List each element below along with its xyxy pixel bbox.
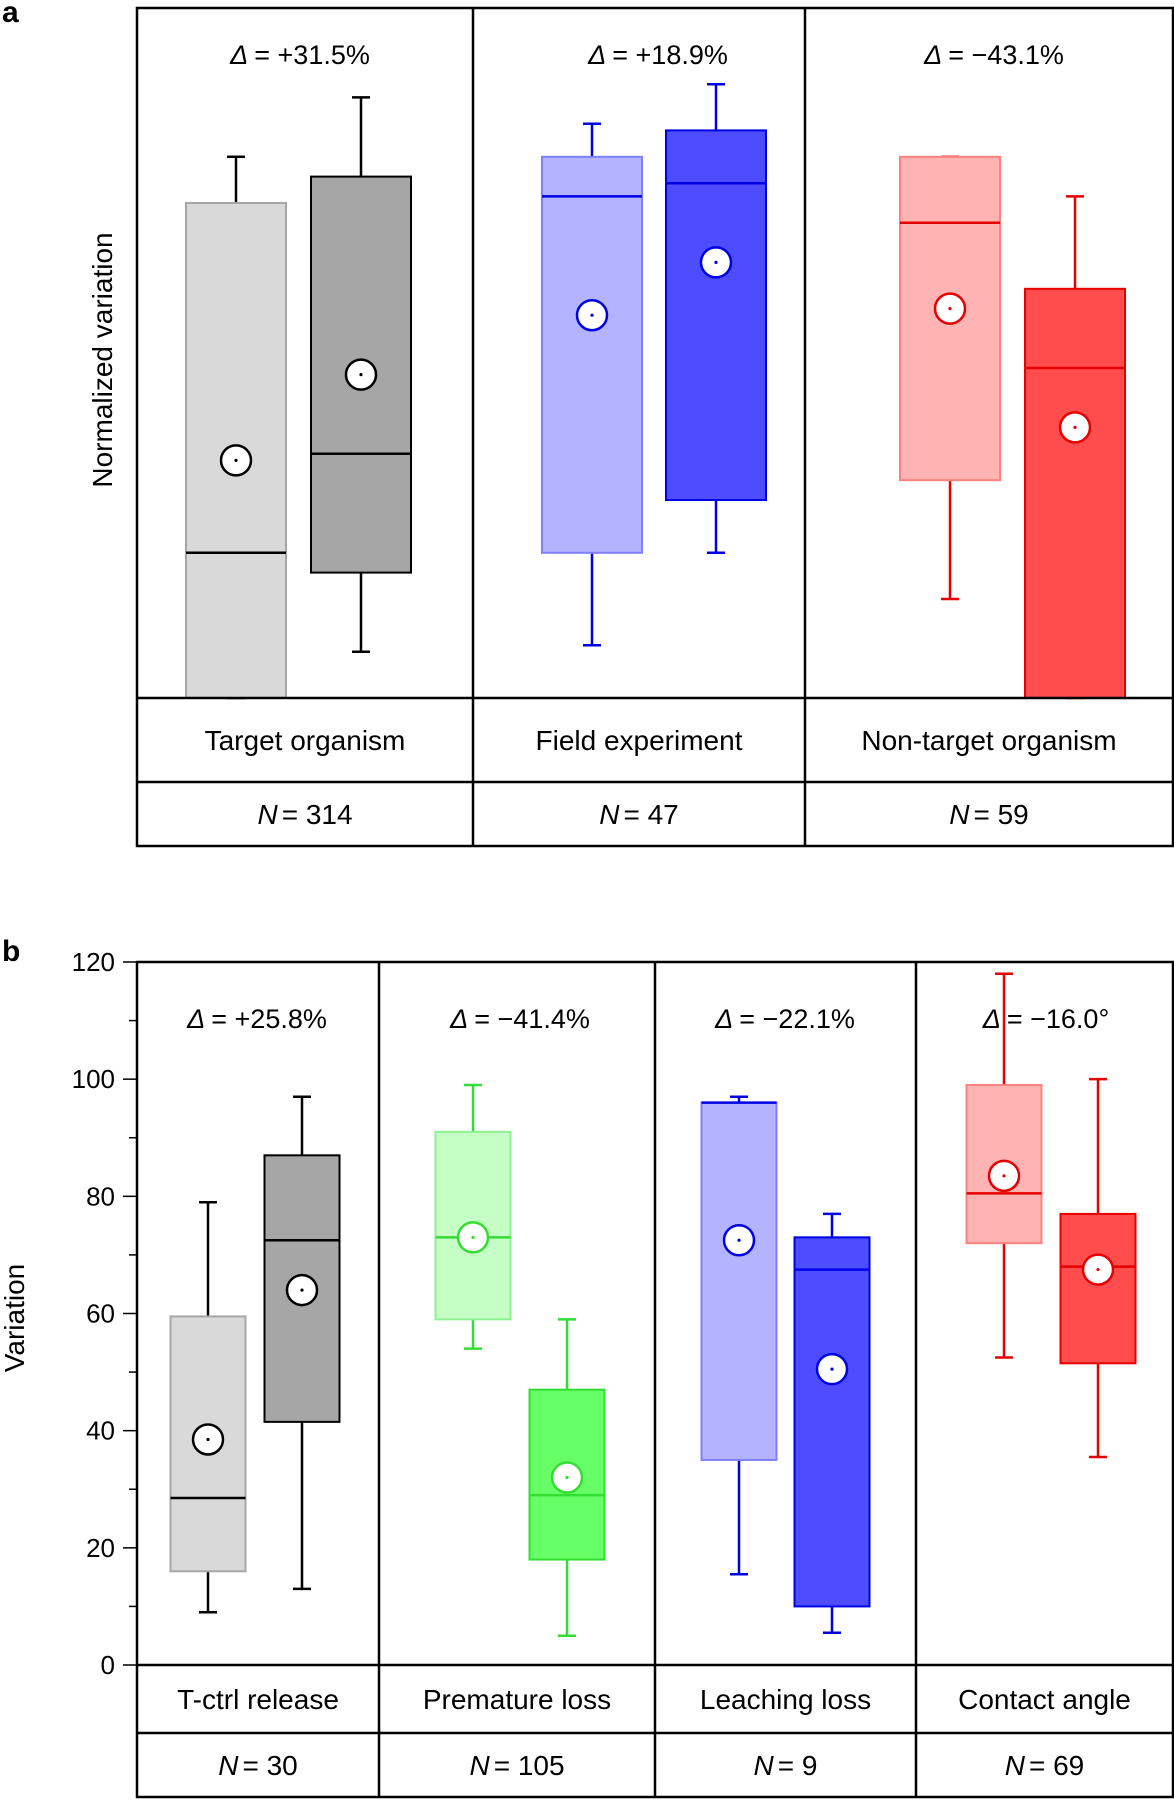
category-label: Target organism	[205, 725, 406, 756]
n-value: = 9	[778, 1750, 818, 1781]
n-symbol: N	[257, 799, 278, 830]
n-symbol: N	[1005, 1750, 1026, 1781]
delta-value: = +18.9%	[612, 40, 728, 70]
category-label: Premature loss	[423, 1684, 611, 1715]
n-value: = 69	[1029, 1750, 1084, 1781]
mean-dot	[590, 313, 594, 317]
y-tick-label: 0	[101, 1650, 115, 1680]
y-tick-label: 20	[86, 1533, 115, 1563]
box-iqr	[899, 155, 1001, 482]
delta-annotation: Δ = −41.4%	[449, 1004, 590, 1034]
category-label: Field experiment	[536, 725, 743, 756]
mean-dot	[300, 1288, 304, 1292]
delta-annotation: Δ = +25.8%	[186, 1004, 327, 1034]
y-tick-label: 40	[86, 1416, 115, 1446]
box-iqr	[665, 129, 767, 501]
n-symbol: N	[949, 799, 970, 830]
delta-symbol: Δ	[229, 40, 248, 70]
delta-value: = −22.1%	[739, 1004, 855, 1034]
category-label: Leaching loss	[700, 1684, 871, 1715]
delta-value: = +31.5%	[254, 40, 370, 70]
delta-symbol: Δ	[982, 1004, 1001, 1034]
delta-annotation: Δ = +31.5%	[229, 40, 370, 70]
n-value: = 105	[494, 1750, 565, 1781]
category-label: Non-target organism	[861, 725, 1116, 756]
n-value: = 59	[973, 799, 1028, 830]
mean-dot	[1096, 1267, 1100, 1272]
category-label: Contact angle	[958, 1684, 1131, 1715]
sample-size-label: N = 314	[257, 799, 352, 830]
sample-size-label: N = 30	[218, 1750, 298, 1781]
panel-a-ylabel: Normalized variation	[87, 232, 118, 487]
mean-dot	[948, 307, 952, 311]
box-iqr	[700, 1101, 778, 1461]
delta-symbol: Δ	[714, 1004, 733, 1034]
mean-dot	[234, 458, 238, 462]
sample-size-label: N = 47	[599, 799, 679, 830]
mean-dot	[830, 1367, 834, 1371]
delta-annotation: Δ = −16.0°	[982, 1004, 1110, 1034]
delta-value: = −43.1%	[948, 40, 1064, 70]
box-iqr	[1024, 287, 1126, 699]
n-value: = 30	[242, 1750, 297, 1781]
panel-frame	[135, 6, 1174, 848]
mean-dot	[359, 373, 363, 377]
mean-dot	[206, 1437, 210, 1442]
sample-size-label: N = 59	[949, 799, 1029, 830]
y-tick-label: 100	[72, 1064, 115, 1094]
n-symbol: N	[599, 799, 620, 830]
y-tick-label: 80	[86, 1181, 115, 1211]
y-tick-label: 120	[72, 947, 115, 977]
panel-a-label: a	[2, 0, 19, 29]
mean-dot	[714, 260, 718, 264]
sample-size-label: N = 69	[1005, 1750, 1085, 1781]
delta-symbol: Δ	[449, 1004, 468, 1034]
delta-value: = −41.4%	[474, 1004, 590, 1034]
sample-size-label: N = 105	[469, 1750, 564, 1781]
sample-size-label: N = 9	[754, 1750, 818, 1781]
mean-dot	[1073, 425, 1077, 429]
delta-value: = +25.8%	[211, 1004, 327, 1034]
mean-dot	[471, 1235, 475, 1239]
n-symbol: N	[218, 1750, 239, 1781]
mean-dot	[565, 1475, 569, 1480]
mean-dot	[737, 1238, 741, 1242]
panel-b-label: b	[2, 935, 20, 968]
box-iqr	[793, 1236, 871, 1608]
n-value: = 314	[282, 799, 353, 830]
delta-annotation: Δ = +18.9%	[587, 40, 728, 70]
delta-symbol: Δ	[923, 40, 942, 70]
y-tick-label: 60	[86, 1299, 115, 1329]
delta-value: = −16.0°	[1007, 1004, 1109, 1034]
n-symbol: N	[469, 1750, 490, 1781]
box-iqr	[1059, 1212, 1137, 1365]
delta-symbol: Δ	[587, 40, 606, 70]
delta-annotation: Δ = −22.1%	[714, 1004, 855, 1034]
panel-b-ylabel: Variation	[0, 1264, 30, 1372]
mean-dot	[1002, 1174, 1006, 1178]
box-iqr	[541, 155, 643, 554]
delta-symbol: Δ	[186, 1004, 205, 1034]
category-label: T-ctrl release	[177, 1684, 339, 1715]
delta-annotation: Δ = −43.1%	[923, 40, 1064, 70]
n-value: = 47	[623, 799, 678, 830]
n-symbol: N	[754, 1750, 775, 1781]
